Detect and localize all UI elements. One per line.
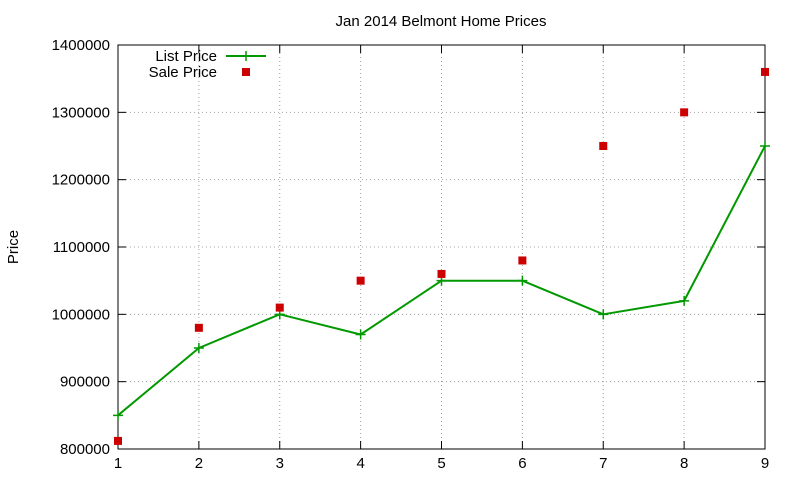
y-tick-label: 1300000: [52, 104, 110, 121]
list-price-point: [355, 329, 366, 340]
x-tick-label: 3: [276, 455, 284, 472]
legend-label: Sale Price: [149, 64, 217, 81]
x-tick-label: 5: [437, 455, 445, 472]
x-tick-label: 4: [356, 455, 364, 472]
list-price-point: [598, 309, 609, 320]
sale-price-point: [194, 323, 203, 332]
y-tick-label: 800000: [60, 441, 110, 458]
series-layer: [113, 67, 770, 445]
x-tick-label: 8: [680, 455, 688, 472]
sale-price-point: [518, 256, 527, 265]
y-tick-label: 1000000: [52, 306, 110, 323]
y-axis-label: Price: [5, 230, 22, 264]
chart-title: Jan 2014 Belmont Home Prices: [336, 13, 547, 30]
x-tick-label: 7: [599, 455, 607, 472]
grid-lines: [118, 45, 765, 449]
sale-price-point: [437, 269, 446, 278]
y-tick-label: 1100000: [53, 239, 110, 256]
legend-swatch-marker: [242, 68, 250, 76]
plot-frame: [117, 44, 766, 450]
legend-label: List Price: [155, 48, 217, 65]
x-tick-label: 9: [761, 455, 769, 472]
x-tick-label: 2: [195, 455, 203, 472]
list-price-point: [193, 343, 204, 353]
sale-price-point: [275, 303, 284, 312]
y-tick-label: 1200000: [52, 172, 110, 189]
x-tick-label: 1: [114, 455, 122, 472]
sale-price-point: [599, 142, 608, 150]
sale-price-point: [680, 108, 689, 117]
sale-price-point: [761, 67, 769, 76]
list-price-point: [760, 141, 770, 151]
y-tick-label: 1400000: [52, 37, 110, 54]
sale-price-point: [356, 276, 365, 285]
list-price-point: [679, 295, 690, 306]
y-tick-label: 900000: [60, 374, 110, 391]
list-price-point: [113, 410, 123, 421]
legend-swatch-marker: [241, 51, 251, 61]
x-tick-label: 6: [518, 455, 526, 472]
sale-price-point: [114, 436, 122, 445]
list-price-point: [517, 275, 528, 286]
axes: 800000 900000 1000000 1100000 1200000 1300000…: [52, 37, 770, 472]
